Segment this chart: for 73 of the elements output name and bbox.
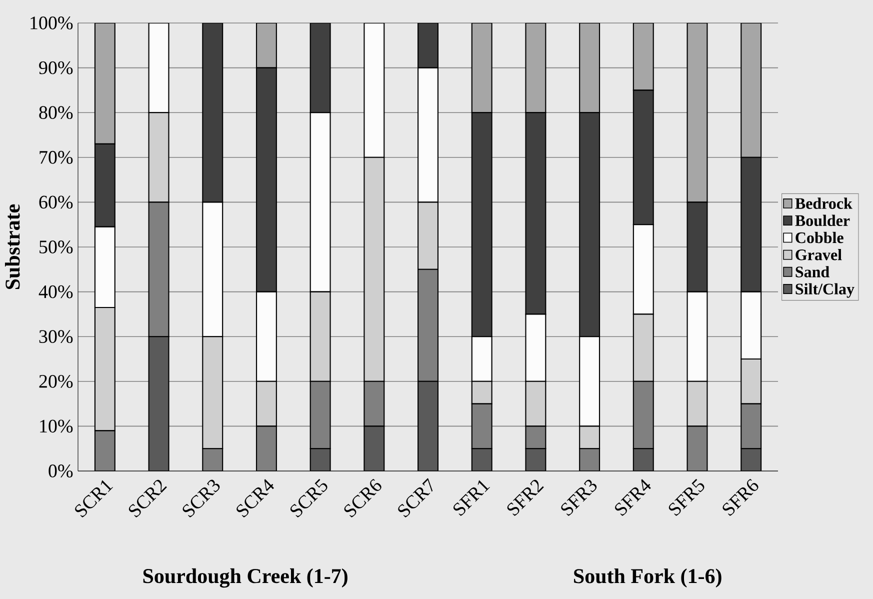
bar	[418, 380, 438, 471]
bar	[579, 22, 600, 114]
y-tick-label: 80%	[39, 106, 73, 120]
text: South Fork (1-6)	[574, 568, 722, 588]
y-tick-label: 60%	[39, 196, 73, 209]
bar	[579, 336, 600, 427]
bar	[632, 22, 654, 91]
bar	[364, 426, 385, 471]
y-tick-label: 0%	[48, 464, 73, 478]
bar	[740, 22, 762, 158]
legend-label: Gravel	[796, 248, 842, 260]
y-tick-label: 10%	[40, 420, 73, 433]
y-tick-label: 30%	[39, 330, 73, 344]
bar	[310, 380, 331, 450]
bar	[418, 22, 438, 68]
legend-label: Cobble	[796, 232, 844, 244]
bar	[256, 22, 277, 68]
bar	[310, 112, 331, 292]
bar	[740, 403, 762, 450]
bar	[256, 291, 277, 382]
bar	[579, 448, 600, 471]
bar	[94, 143, 116, 228]
y-tick-label: 50%	[40, 240, 73, 254]
bar	[418, 67, 438, 203]
bar	[471, 403, 492, 450]
bar	[686, 426, 708, 471]
bar	[471, 112, 492, 338]
bar	[148, 22, 170, 114]
bar	[418, 268, 438, 382]
bar	[471, 22, 492, 114]
y-tick-label: 100%	[30, 16, 73, 30]
bar	[686, 291, 708, 382]
bar	[525, 314, 546, 382]
bar	[256, 67, 277, 292]
legend-label: Sand	[796, 266, 830, 278]
bar	[632, 224, 654, 315]
bar	[632, 448, 654, 471]
bar	[740, 156, 762, 292]
y-tick-label: 20%	[39, 374, 73, 388]
bar	[471, 448, 492, 471]
y-tick-label: 90%	[39, 61, 73, 74]
bar	[471, 336, 492, 382]
text: Sourdough Creek (1-7)	[143, 568, 348, 588]
bar	[525, 22, 546, 114]
bar	[148, 336, 170, 471]
bar	[202, 202, 224, 338]
y-axis-title: Substrate	[4, 204, 20, 290]
bar	[632, 380, 654, 450]
bar	[686, 202, 708, 292]
bar	[94, 226, 116, 308]
bar	[632, 90, 654, 226]
bar	[94, 430, 116, 471]
bar	[740, 448, 762, 471]
bar	[525, 112, 546, 315]
y-tick-label: 70%	[40, 150, 73, 164]
legend-label: Boulder	[795, 214, 850, 226]
bar	[148, 202, 170, 338]
bar	[202, 22, 224, 203]
bar	[256, 426, 277, 471]
y-tick-label: 40%	[38, 285, 73, 298]
legend-label: Bedrock	[795, 198, 852, 209]
bar	[202, 448, 224, 471]
bar	[471, 380, 492, 404]
bar	[364, 22, 385, 158]
bar	[740, 291, 762, 360]
bar	[579, 112, 600, 338]
bar	[94, 22, 116, 144]
bar	[364, 380, 385, 427]
bar	[310, 291, 331, 382]
legend-label: Silt/Clay	[796, 283, 854, 298]
bar	[632, 314, 654, 382]
bar	[686, 22, 708, 203]
bar	[310, 22, 331, 114]
